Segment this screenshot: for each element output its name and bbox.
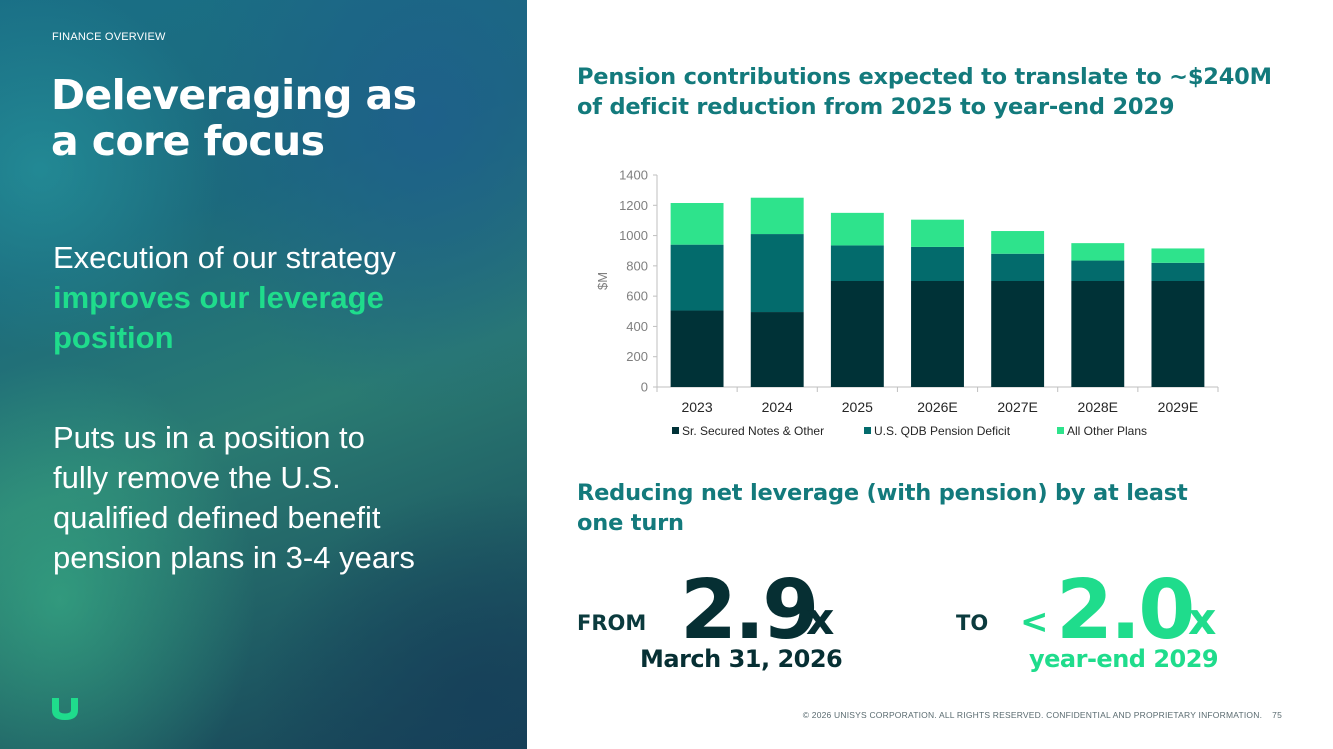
y-tick-label: 1000 [619, 228, 648, 243]
to-label: TO [956, 611, 989, 635]
bar-2023-series-3 [670, 203, 724, 245]
x-tick-label: 2024 [762, 399, 793, 415]
leverage-heading-line-2: one turn [577, 510, 684, 536]
key-point-strategy-highlight-2: position [53, 320, 174, 355]
to-date: year-end 2029 [1029, 645, 1219, 673]
leverage-heading: Reducing net leverage (with pension) by … [577, 478, 1217, 538]
key-point-strategy-text: Execution of our strategy [53, 240, 396, 275]
x-tick-label: 2023 [681, 399, 712, 415]
section-eyebrow: FINANCE OVERVIEW [52, 31, 166, 43]
bar-2029e-series-3 [1151, 248, 1205, 263]
from-leverage-value: 2.9 [680, 563, 819, 658]
bar-2029e-series-1 [1151, 281, 1205, 387]
to-leverage-suffix: x [1188, 594, 1217, 645]
legend-label: U.S. QDB Pension Deficit [874, 424, 1011, 438]
slide-title: Deleveraging as a core focus [51, 72, 471, 164]
key-point-strategy-highlight-1: improves our leverage [53, 280, 384, 315]
bar-2024-series-3 [750, 197, 804, 235]
footer: © 2026 UNISYS CORPORATION. ALL RIGHTS RE… [690, 710, 1282, 720]
key-point-pension-line-4: pension plans in 3-4 years [53, 540, 415, 575]
key-point-pension-line-3: qualified defined benefit [53, 500, 381, 535]
from-label: FROM [577, 611, 647, 635]
bar-2027e-series-3 [991, 231, 1045, 254]
y-tick-label: 200 [626, 349, 648, 364]
bar-2026e-series-2 [911, 246, 964, 281]
to-less-than: < [1020, 602, 1049, 642]
y-tick-label: 600 [626, 289, 648, 304]
bar-2028e-series-3 [1071, 243, 1125, 261]
bar-2023-series-2 [670, 244, 724, 311]
bar-2027e-series-1 [991, 281, 1045, 387]
left-panel: FINANCE OVERVIEW Deleveraging as a core … [0, 0, 527, 749]
unisys-logo-icon [52, 698, 78, 720]
from-leverage-suffix: x [806, 594, 835, 645]
legend-swatch [864, 427, 871, 434]
chart-svg: 0 200 400 600 800 1000 1200 1400 $M 2023 2024 2025 2… [595, 168, 1219, 438]
slide-title-line-1: Deleveraging as [51, 71, 417, 119]
x-tick-label: 2028E [1078, 399, 1118, 415]
from-date: March 31, 2026 [640, 645, 843, 673]
key-point-pension-line-2: fully remove the U.S. [53, 460, 341, 495]
bar-2026e-series-3 [911, 219, 964, 247]
bar-2024-series-2 [750, 234, 804, 313]
bar-2029e-series-2 [1151, 262, 1205, 281]
legend-label: Sr. Secured Notes & Other [682, 424, 824, 438]
y-tick-label: 1200 [619, 198, 648, 213]
x-tick-label: 2025 [842, 399, 873, 415]
key-point-pension: Puts us in a position to fully remove th… [53, 418, 493, 578]
bar-2025-series-2 [830, 245, 884, 281]
chart-heading: Pension contributions expected to transl… [577, 62, 1307, 122]
legend-swatch [672, 427, 679, 434]
bar-2025-series-1 [830, 281, 884, 387]
bar-2028e-series-1 [1071, 281, 1125, 387]
y-tick-label: 800 [626, 258, 648, 273]
key-point-pension-line-1: Puts us in a position to [53, 420, 365, 455]
bar-2028e-series-2 [1071, 260, 1125, 281]
chart-heading-line-1: Pension contributions expected to transl… [577, 64, 1272, 90]
key-point-strategy: Execution of our strategy improves our l… [53, 238, 493, 358]
bar-2025-series-3 [830, 212, 884, 246]
y-tick-label: 400 [626, 319, 648, 334]
y-axis-title: $M [595, 272, 610, 290]
leverage-heading-line-1: Reducing net leverage (with pension) by … [577, 480, 1188, 506]
y-tick-label: 1400 [619, 168, 648, 183]
x-tick-label: 2027E [997, 399, 1037, 415]
slide-title-line-2: a core focus [51, 117, 325, 165]
chart-heading-line-2: of deficit reduction from 2025 to year-e… [577, 94, 1175, 120]
x-tick-label: 2026E [917, 399, 957, 415]
to-leverage-value: 2.0 [1056, 563, 1195, 658]
bar-2026e-series-1 [911, 281, 964, 387]
page-number: 75 [1272, 710, 1282, 720]
legend-label: All Other Plans [1067, 424, 1147, 438]
legend-swatch [1057, 427, 1064, 434]
bar-2027e-series-2 [991, 253, 1045, 281]
bar-2023-series-1 [670, 310, 724, 387]
bar-2024-series-1 [750, 312, 804, 387]
y-tick-label: 0 [641, 380, 648, 395]
x-tick-label: 2029E [1158, 399, 1198, 415]
stacked-bar-chart: 0 200 400 600 800 1000 1200 1400 $M 2023 2024 2025 2… [580, 160, 1280, 460]
copyright-text: © 2026 UNISYS CORPORATION. ALL RIGHTS RE… [802, 710, 1263, 720]
